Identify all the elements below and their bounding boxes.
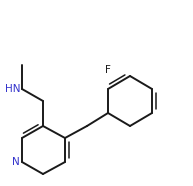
Text: N: N bbox=[12, 157, 20, 167]
Text: F: F bbox=[105, 65, 111, 75]
Text: HN: HN bbox=[4, 84, 20, 94]
